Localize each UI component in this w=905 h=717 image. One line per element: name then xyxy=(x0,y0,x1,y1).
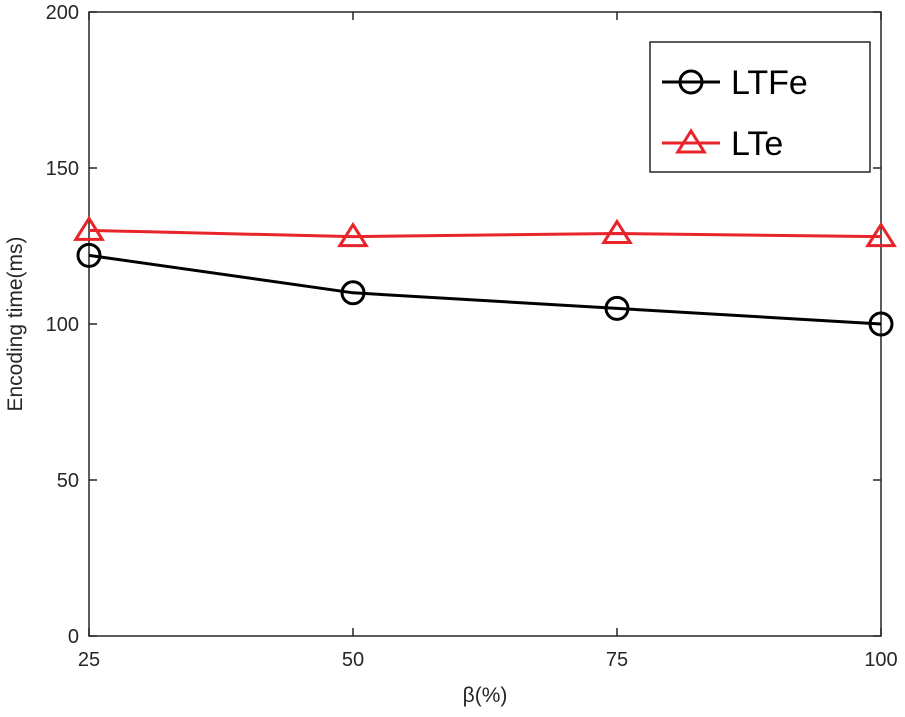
legend-label: LTe xyxy=(731,125,783,163)
legend-marker xyxy=(675,128,707,154)
x-axis-label: β(%) xyxy=(463,684,508,707)
data-point xyxy=(340,280,366,306)
x-tick-label: 75 xyxy=(606,649,628,671)
x-tick-label: 25 xyxy=(78,649,100,671)
legend-item-ltfe: LTFe xyxy=(662,64,808,102)
x-axis: 25 50 75 100 xyxy=(78,12,898,671)
y-tick-label: 50 xyxy=(57,470,79,492)
legend-items: LTFe LTe xyxy=(662,64,808,163)
y-tick-label: 100 xyxy=(46,314,79,336)
series-ltfe xyxy=(76,242,894,337)
x-tick-label: 50 xyxy=(342,649,364,671)
series-lte xyxy=(73,215,897,248)
y-tick-label: 200 xyxy=(46,2,79,24)
y-tick-label: 0 xyxy=(68,626,79,648)
data-point xyxy=(604,295,630,321)
series-line xyxy=(88,228,882,239)
series-layer xyxy=(73,215,897,337)
data-point xyxy=(73,215,105,241)
data-point xyxy=(76,242,102,268)
data-point xyxy=(868,311,894,337)
legend-marker xyxy=(678,69,704,95)
y-tick-label: 150 xyxy=(46,158,79,180)
data-point xyxy=(601,218,633,245)
data-point xyxy=(337,221,369,248)
y-axis: 0 50 100 150 200 xyxy=(46,2,881,648)
legend-label: LTFe xyxy=(731,64,808,102)
y-axis-label: Encoding time(ms) xyxy=(4,236,27,411)
series-line xyxy=(88,253,882,326)
x-tick-label: 100 xyxy=(864,649,897,671)
data-point xyxy=(865,221,897,248)
legend-box xyxy=(649,41,871,173)
legend-item-lte: LTe xyxy=(662,125,783,163)
legend: LTFe LTe xyxy=(649,41,871,173)
